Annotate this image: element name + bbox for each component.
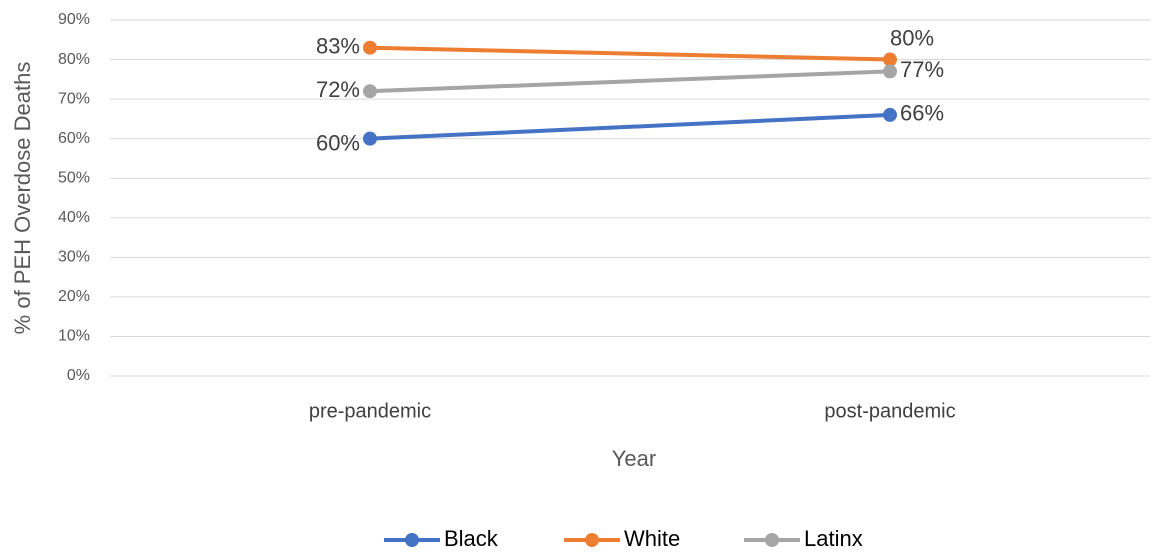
data-label: 83% [316, 34, 360, 59]
x-axis-title: Year [612, 446, 656, 471]
marker [363, 84, 377, 99]
legend-label: Latinx [804, 526, 863, 551]
y-tick-label: 90% [58, 11, 90, 28]
y-tick-label: 60% [58, 130, 90, 147]
legend-marker [585, 533, 599, 547]
marker [363, 40, 377, 55]
marker [883, 52, 897, 67]
series-line [369, 69, 891, 94]
y-tick-label: 10% [58, 328, 90, 345]
y-tick-label: 70% [58, 90, 90, 107]
data-label: 77% [900, 57, 944, 82]
data-label: 80% [890, 25, 934, 50]
series-line [369, 112, 891, 141]
legend-label: White [624, 526, 680, 551]
data-label: 66% [900, 101, 944, 126]
data-label: 60% [316, 130, 360, 155]
x-tick-label: post-pandemic [824, 400, 955, 422]
marker [883, 64, 897, 79]
legend-marker [405, 533, 419, 547]
y-tick-label: 50% [58, 169, 90, 186]
y-tick-label: 0% [67, 367, 90, 384]
y-tick-label: 20% [58, 288, 90, 305]
legend-marker [765, 533, 779, 547]
marker [883, 107, 897, 122]
data-label: 72% [316, 77, 360, 102]
series-line [369, 45, 891, 62]
y-tick-label: 30% [58, 249, 90, 266]
y-axis-title: % of PEH Overdose Deaths [10, 62, 35, 335]
legend-label: Black [444, 526, 499, 551]
y-tick-label: 40% [58, 209, 90, 226]
marker [363, 131, 377, 146]
y-tick-label: 80% [58, 51, 90, 68]
x-tick-label: pre-pandemic [309, 400, 431, 422]
